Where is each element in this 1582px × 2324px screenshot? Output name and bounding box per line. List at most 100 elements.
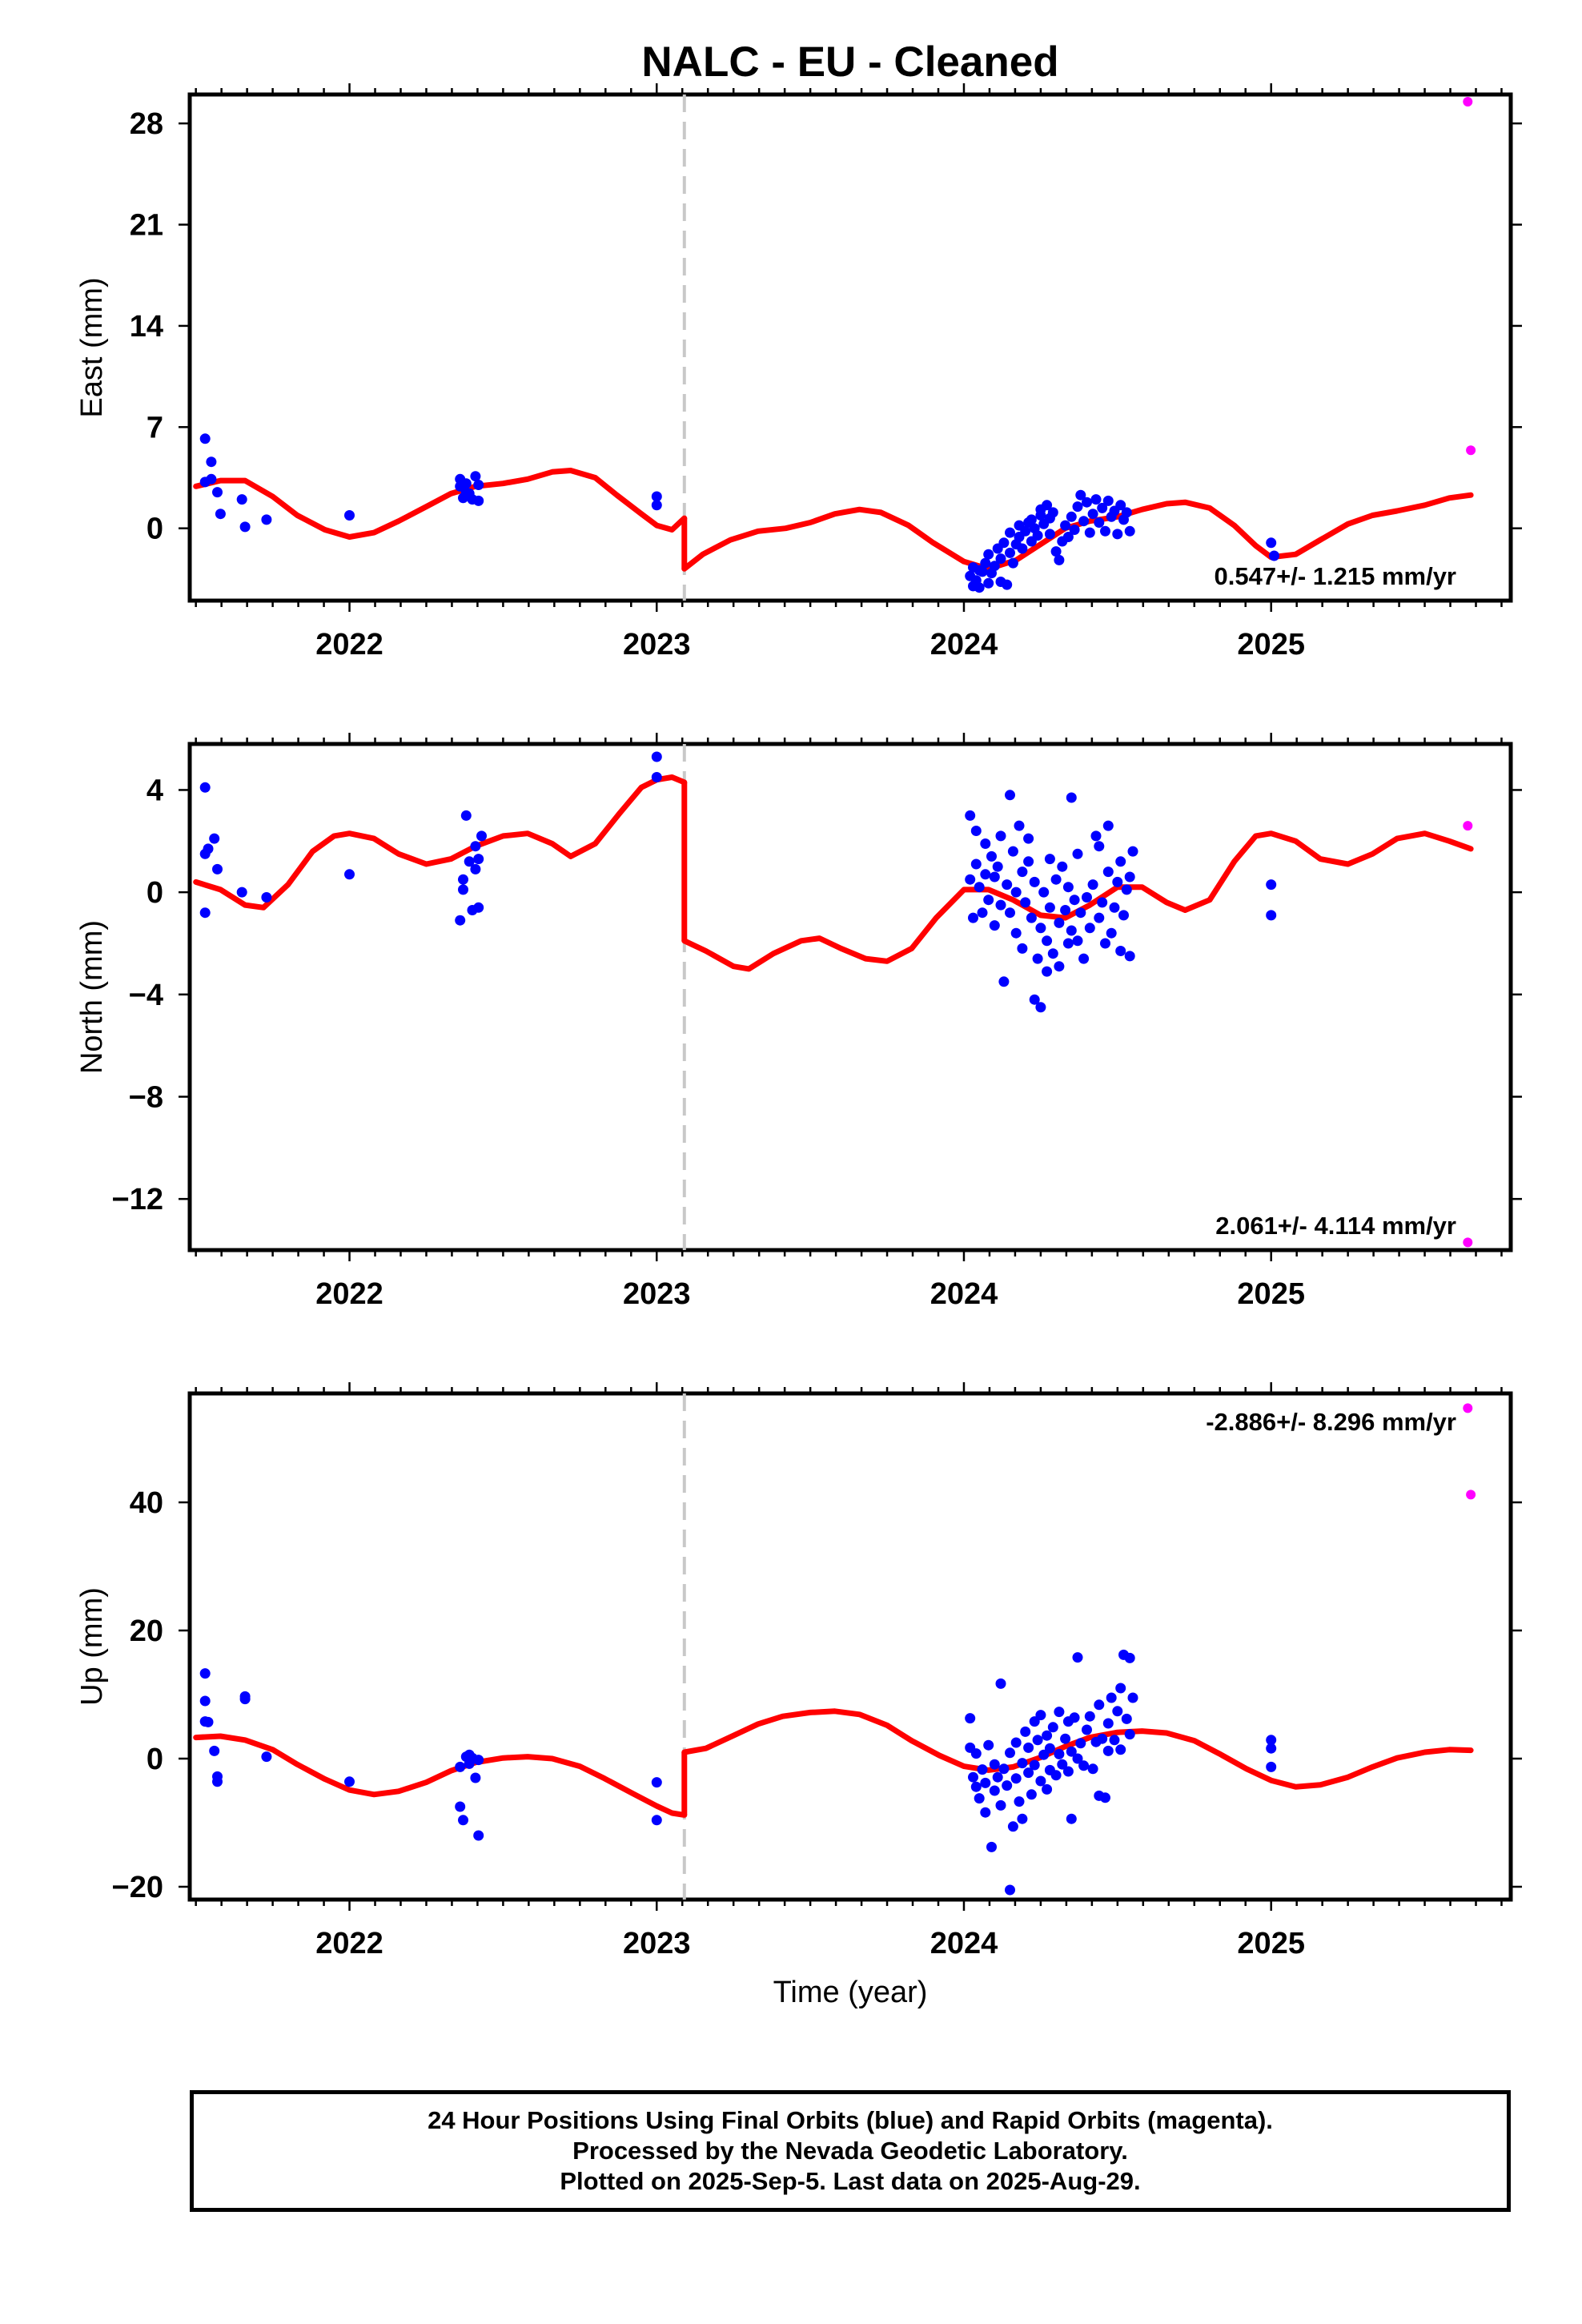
- model-curve: [193, 774, 688, 911]
- final-orbit-point: [212, 487, 223, 498]
- y-tick-label: −4: [129, 979, 163, 1012]
- final-orbit-point: [1066, 1813, 1077, 1824]
- final-orbit-point: [1062, 532, 1074, 542]
- final-orbit-point: [1038, 1749, 1050, 1760]
- final-orbit-point: [1062, 882, 1074, 893]
- final-orbit-point: [1102, 820, 1114, 831]
- final-orbit-point: [1005, 907, 1015, 919]
- final-orbit-point: [1035, 1710, 1046, 1721]
- final-orbit-point: [1010, 927, 1022, 939]
- final-orbit-point: [1044, 902, 1055, 913]
- final-orbit-point: [199, 782, 211, 793]
- final-orbit-point: [1035, 1775, 1046, 1787]
- final-orbit-point: [203, 1716, 214, 1727]
- final-orbit-point: [1269, 550, 1279, 561]
- final-orbit-point: [1097, 1733, 1108, 1744]
- final-orbit-point: [1087, 509, 1098, 520]
- final-orbit-point: [212, 1776, 223, 1787]
- final-orbit-point: [473, 1755, 484, 1766]
- final-orbit-point: [458, 884, 468, 895]
- y-tick-label: 40: [130, 1486, 163, 1520]
- final-orbit-point: [1078, 516, 1090, 527]
- final-orbit-point: [1072, 501, 1083, 513]
- model-curve: [681, 492, 1474, 572]
- final-orbit-point: [1072, 1753, 1083, 1764]
- final-orbit-point: [1020, 1726, 1031, 1737]
- final-orbit-point: [1115, 1683, 1126, 1694]
- final-orbit-point: [1038, 887, 1050, 898]
- final-orbit-point: [1102, 1745, 1114, 1756]
- final-orbit-point: [455, 915, 466, 926]
- final-orbit-point: [1054, 1748, 1065, 1759]
- final-orbit-point: [1017, 543, 1028, 554]
- final-orbit-point: [1115, 946, 1126, 956]
- final-orbit-point: [473, 902, 484, 913]
- final-orbit-point: [470, 471, 481, 482]
- footer-line-2: Processed by the Nevada Geodetic Laborat…: [572, 2137, 1128, 2165]
- final-orbit-point: [998, 976, 1010, 987]
- final-orbit-point: [974, 582, 985, 593]
- final-orbit-point: [470, 863, 481, 875]
- rapid-orbit-point: [1463, 1403, 1473, 1413]
- final-orbit-point: [1005, 1747, 1015, 1759]
- final-orbit-point: [1066, 925, 1077, 936]
- velocity-label: 2.061+/- 4.114 mm/yr: [1215, 1212, 1456, 1240]
- final-orbit-point: [1078, 953, 1090, 964]
- final-orbit-point: [209, 833, 220, 844]
- final-orbit-point: [1060, 905, 1071, 915]
- final-orbit-point: [1097, 502, 1108, 513]
- final-orbit-point: [458, 1815, 468, 1826]
- final-orbit-point: [1020, 525, 1031, 537]
- final-orbit-point: [1069, 895, 1080, 906]
- x-tick-label: 2025: [1237, 628, 1305, 661]
- final-orbit-point: [1005, 790, 1015, 801]
- final-orbit-point: [983, 1739, 994, 1751]
- final-orbit-point: [1115, 500, 1126, 511]
- final-orbit-point: [651, 500, 662, 511]
- final-orbit-point: [215, 509, 226, 520]
- final-orbit-point: [1266, 1743, 1277, 1754]
- footer-line-1: 24 Hour Positions Using Final Orbits (bl…: [428, 2106, 1273, 2134]
- final-orbit-point: [1020, 897, 1031, 908]
- final-orbit-point: [1002, 1780, 1013, 1791]
- final-orbit-point: [206, 473, 217, 485]
- final-orbit-point: [470, 841, 481, 852]
- final-orbit-point: [1072, 848, 1083, 859]
- final-orbit-point: [1109, 1735, 1120, 1746]
- final-orbit-point: [1082, 497, 1092, 508]
- final-orbit-point: [1084, 527, 1095, 538]
- plot-content: [193, 94, 1474, 601]
- final-orbit-point: [983, 549, 994, 560]
- final-orbit-point: [998, 1763, 1010, 1775]
- final-orbit-point: [1005, 527, 1015, 538]
- final-orbit-point: [995, 1799, 1006, 1811]
- final-orbit-point: [1002, 879, 1013, 891]
- final-orbit-point: [1035, 1002, 1046, 1013]
- final-orbit-point: [1121, 884, 1132, 895]
- final-orbit-point: [1097, 897, 1108, 908]
- final-orbit-point: [980, 1807, 991, 1818]
- final-orbit-point: [1266, 537, 1277, 549]
- x-tick-label: 2024: [930, 1927, 998, 1960]
- final-orbit-point: [1057, 1759, 1068, 1770]
- final-orbit-point: [980, 1777, 991, 1788]
- rapid-orbit-point: [1463, 1237, 1473, 1248]
- final-orbit-point: [1023, 833, 1034, 844]
- final-orbit-point: [1124, 1729, 1135, 1740]
- figure-title: NALC - EU - Cleaned: [641, 38, 1058, 86]
- plot-content: [193, 744, 1474, 1250]
- x-tick-label: 2024: [930, 1277, 998, 1311]
- final-orbit-point: [995, 553, 1006, 565]
- final-orbit-point: [998, 537, 1010, 549]
- final-orbit-point: [1007, 846, 1018, 857]
- final-orbit-point: [261, 1751, 272, 1763]
- rapid-orbit-point: [1466, 445, 1476, 456]
- velocity-label: -2.886+/- 8.296 mm/yr: [1206, 1408, 1456, 1436]
- final-orbit-point: [1066, 1746, 1077, 1757]
- final-orbit-point: [1054, 554, 1065, 565]
- final-orbit-point: [970, 1781, 982, 1792]
- final-orbit-point: [1100, 525, 1110, 537]
- final-orbit-point: [1010, 1737, 1022, 1748]
- plot-content: [193, 1393, 1474, 1900]
